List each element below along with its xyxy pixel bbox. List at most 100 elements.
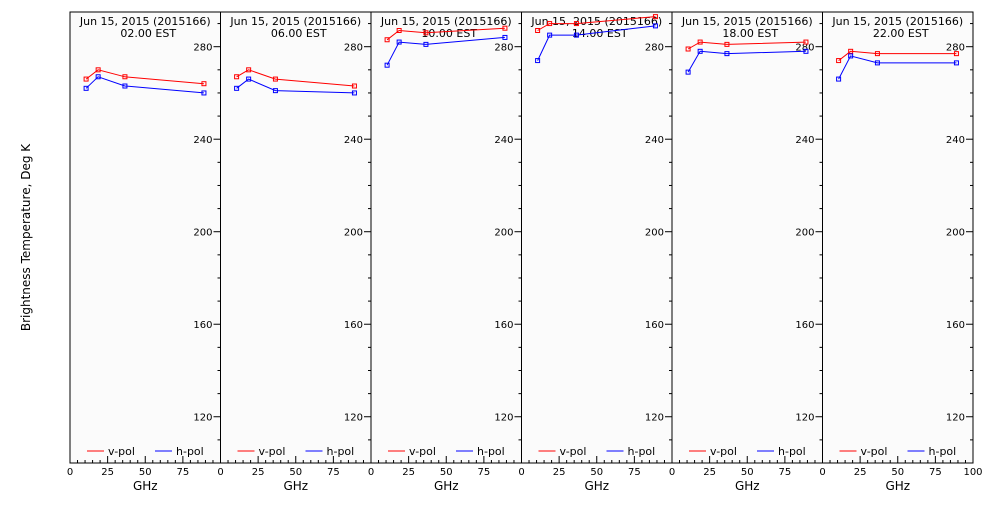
- data-point-v-pol: [652, 14, 658, 20]
- panel-subtitle: 10.00 EST: [421, 27, 477, 40]
- data-point-v-pol: [201, 81, 207, 87]
- y-tick-label: 120: [344, 413, 363, 424]
- data-point-v-pol: [83, 76, 89, 82]
- x-tick-label: 25: [553, 467, 566, 478]
- y-tick-label: 160: [946, 320, 965, 331]
- x-tick-label: 0: [518, 467, 524, 478]
- y-tick-label: 120: [193, 413, 212, 424]
- y-tick-label: 200: [193, 228, 212, 239]
- data-point-v-pol: [95, 67, 101, 73]
- y-tick-label: 200: [344, 228, 363, 239]
- data-point-v-pol: [685, 46, 691, 52]
- x-tick-label: 50: [440, 467, 453, 478]
- y-tick-label: 280: [645, 43, 664, 54]
- y-tick-label: 120: [645, 413, 664, 424]
- data-point-v-pol: [351, 83, 357, 89]
- panel-frame: [671, 11, 823, 464]
- panel-2: 120 160 200 240 280 0 25 50 75 GHz Jun 15, 2015 (2…: [217, 11, 372, 493]
- legend-label-v-pol: v-pol: [710, 445, 737, 458]
- data-point-h-pol: [874, 60, 880, 66]
- y-tick-label: 240: [494, 135, 513, 146]
- panel-subtitle: 14.00 EST: [572, 27, 628, 40]
- panel-frame: [69, 11, 221, 464]
- data-point-v-pol: [803, 39, 809, 45]
- panel-5: 120 160 200 240 280 0 25 50 75 GHz Jun 15, 2015 (2…: [669, 11, 823, 493]
- x-tick-label: 50: [891, 467, 904, 478]
- y-tick-label: 160: [344, 320, 363, 331]
- data-point-v-pol: [535, 28, 541, 34]
- x-tick-label: 75: [478, 467, 491, 478]
- y-axis-label: Brightness Temperature, Deg K: [19, 143, 33, 331]
- panel-subtitle: 22.00 EST: [873, 27, 929, 40]
- data-point-h-pol: [848, 53, 854, 59]
- data-point-v-pol: [953, 51, 959, 57]
- data-point-v-pol: [547, 21, 553, 27]
- data-point-h-pol: [535, 58, 541, 64]
- data-point-v-pol: [573, 21, 579, 27]
- y-tick-label: 280: [795, 43, 814, 54]
- data-point-v-pol: [848, 48, 854, 54]
- series-line-v-pol: [537, 16, 656, 31]
- x-tick-label: 100: [963, 467, 982, 478]
- series-line-v-pol: [838, 50, 957, 61]
- legend-label-v-pol: v-pol: [108, 445, 135, 458]
- y-tick-label: 240: [795, 135, 814, 146]
- panel-title: Jun 15, 2015 (2015166): [229, 15, 361, 28]
- x-axis-label: GHz: [133, 479, 158, 493]
- x-tick-label: 0: [67, 467, 73, 478]
- x-tick-label: 75: [327, 467, 340, 478]
- series-line-h-pol: [85, 76, 204, 94]
- data-point-h-pol: [573, 32, 579, 38]
- data-point-h-pol: [652, 23, 658, 29]
- data-point-h-pol: [423, 41, 429, 47]
- panel-6: 120 160 200 240 280 0 25 50 75 GHz Jun 15, 2015 (2…: [819, 11, 974, 493]
- y-tick-label: 120: [795, 413, 814, 424]
- data-point-v-pol: [836, 58, 842, 64]
- series-line-h-pol: [838, 55, 957, 80]
- data-point-h-pol: [351, 90, 357, 96]
- legend-label-h-pol: h-pol: [176, 445, 204, 458]
- x-tick-label: 0: [669, 467, 675, 478]
- x-tick-label: 25: [252, 467, 265, 478]
- data-point-h-pol: [724, 51, 730, 57]
- data-point-v-pol: [502, 25, 508, 31]
- data-point-h-pol: [122, 83, 128, 89]
- x-tick-label: 75: [177, 467, 190, 478]
- legend-label-v-pol: v-pol: [259, 445, 286, 458]
- data-point-v-pol: [272, 76, 278, 82]
- x-axis-label: GHz: [735, 479, 760, 493]
- legend-label-h-pol: h-pol: [929, 445, 957, 458]
- data-point-h-pol: [234, 85, 240, 91]
- panel-3: 120 160 200 240 280 0 25 50 75 GHz Jun 15, 2015 (2…: [368, 11, 522, 493]
- x-tick-label: 25: [402, 467, 415, 478]
- data-point-h-pol: [685, 69, 691, 75]
- panel-frame: [822, 11, 974, 464]
- x-tick-label: 25: [703, 467, 716, 478]
- panel-subtitle: 18.00 EST: [722, 27, 778, 40]
- x-tick-label: 0: [819, 467, 825, 478]
- panel-title: Jun 15, 2015 (2015166): [380, 15, 512, 28]
- y-tick-label: 120: [494, 413, 513, 424]
- data-point-h-pol: [95, 74, 101, 80]
- x-tick-label: 75: [929, 467, 942, 478]
- y-tick-label: 160: [193, 320, 212, 331]
- y-tick-label: 160: [795, 320, 814, 331]
- series-line-v-pol: [386, 27, 505, 41]
- y-tick-label: 160: [645, 320, 664, 331]
- y-tick-label: 200: [795, 228, 814, 239]
- x-axis-label: GHz: [584, 479, 609, 493]
- panel-frame: [220, 11, 372, 464]
- x-tick-label: 75: [628, 467, 641, 478]
- panel-title: Jun 15, 2015 (2015166): [681, 15, 813, 28]
- data-point-h-pol: [836, 76, 842, 82]
- x-tick-label: 25: [101, 467, 114, 478]
- y-tick-label: 280: [946, 43, 965, 54]
- x-tick-label: 50: [139, 467, 152, 478]
- x-tick-label: 75: [779, 467, 792, 478]
- legend-label-h-pol: h-pol: [778, 445, 806, 458]
- x-tick-label: 0: [217, 467, 223, 478]
- x-axis-label: GHz: [885, 479, 910, 493]
